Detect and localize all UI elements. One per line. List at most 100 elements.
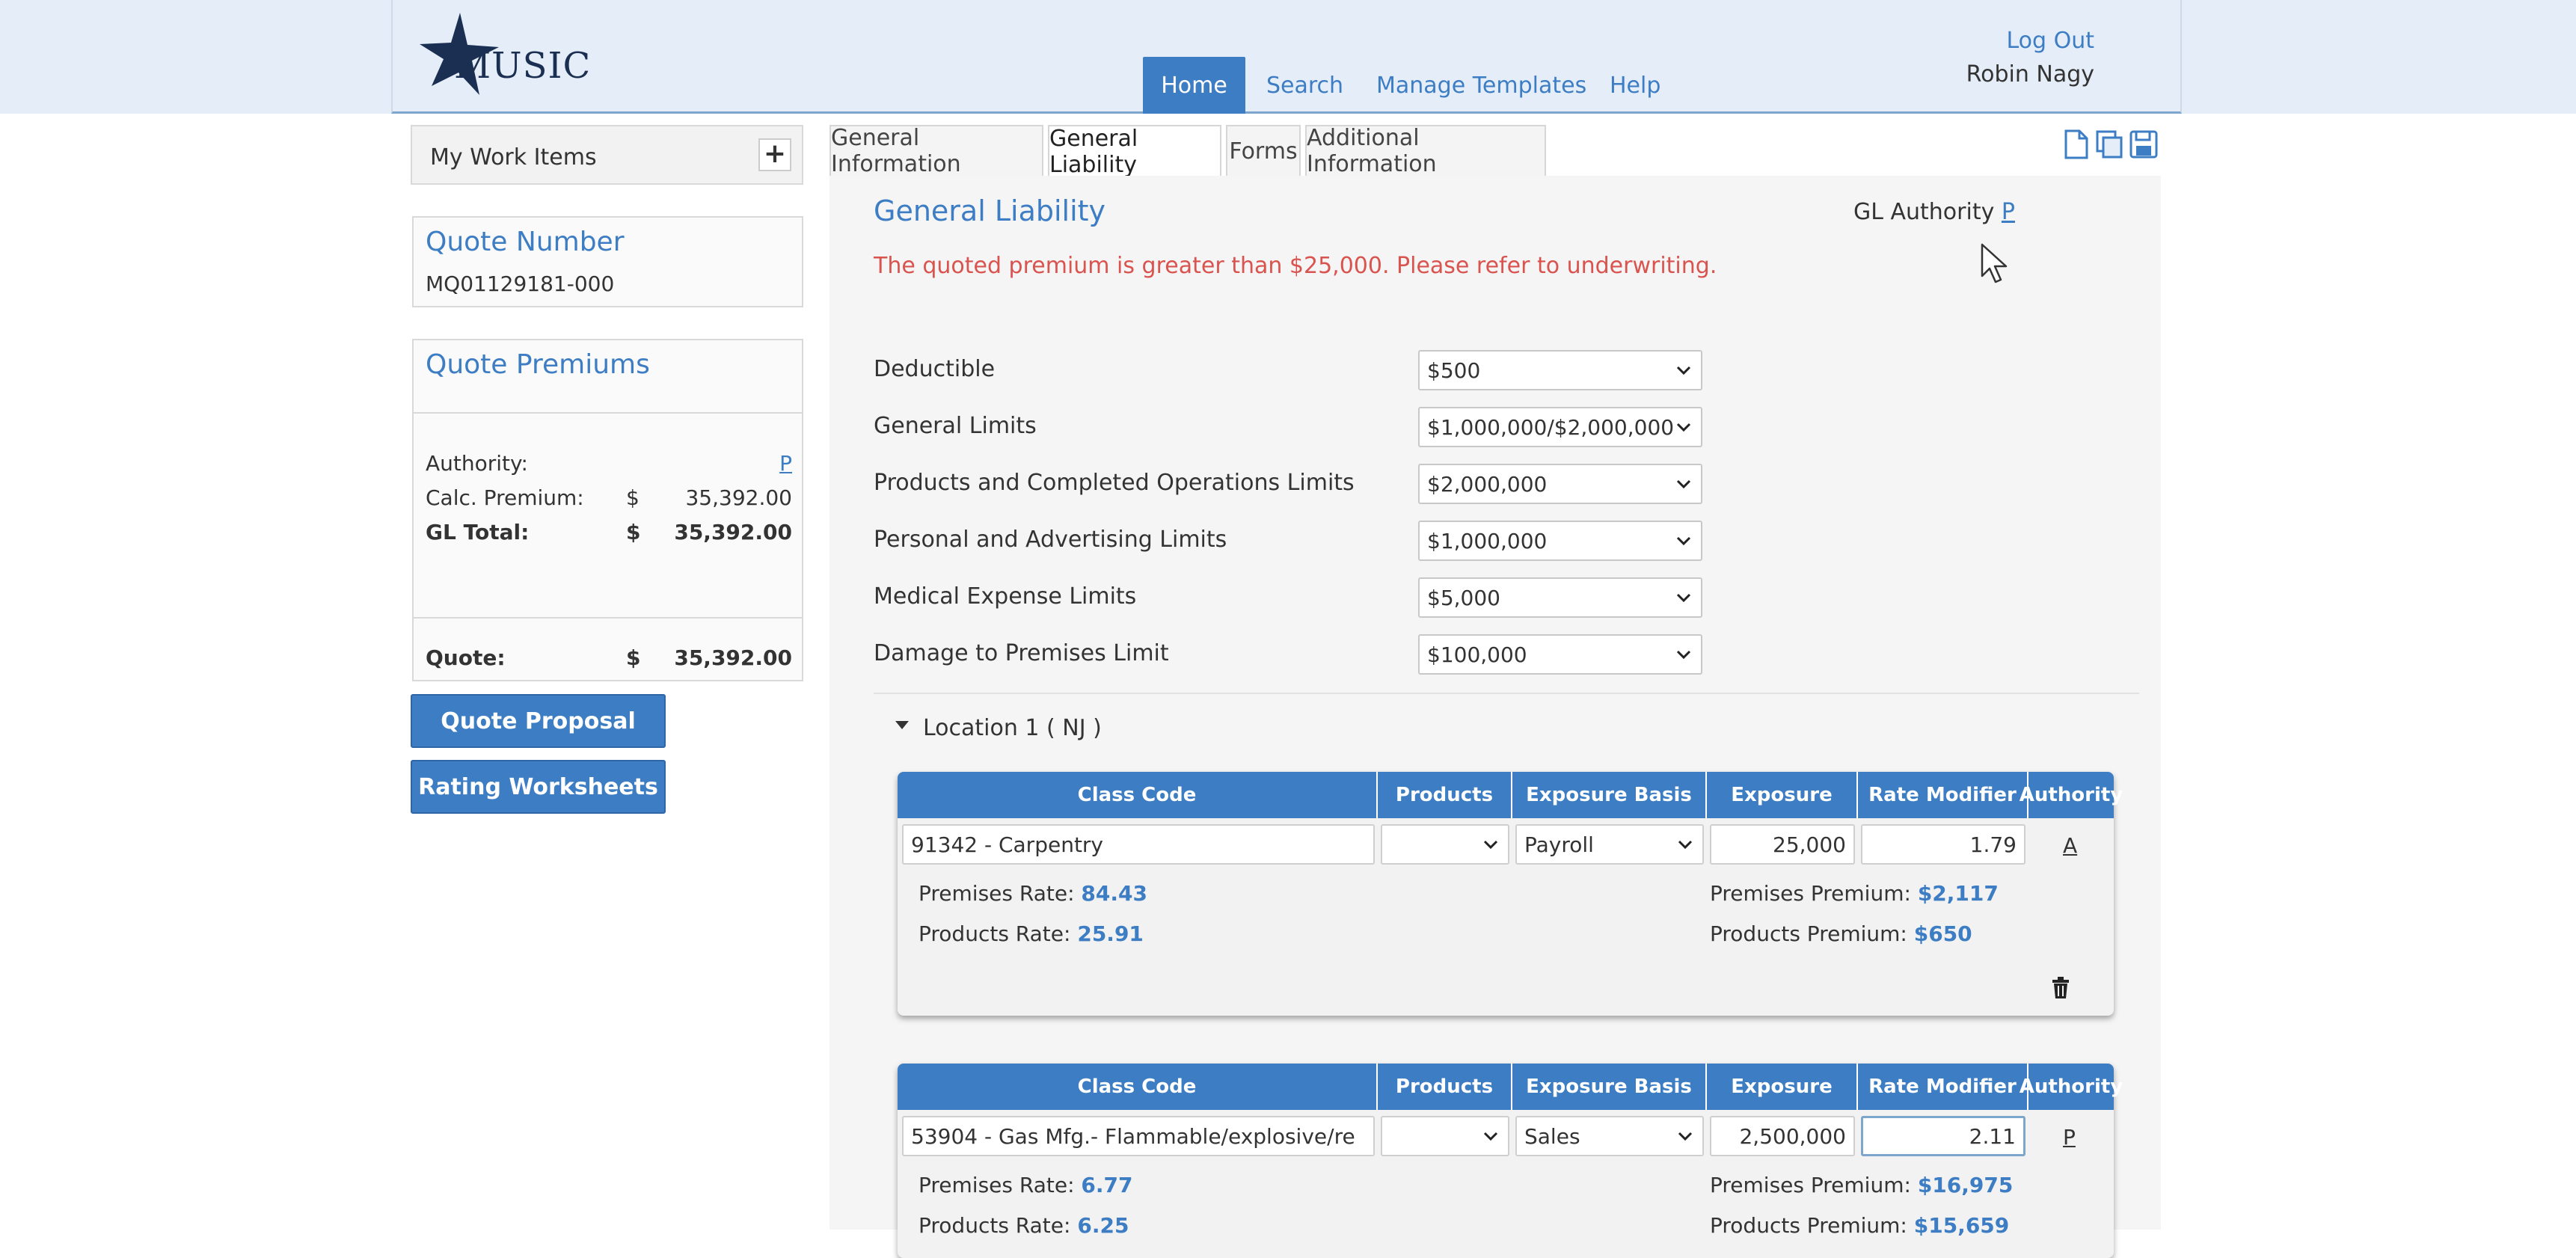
premises-rate-label: Premises Rate: <box>919 1173 1075 1197</box>
products-premium-label: Products Premium: <box>1710 921 1907 946</box>
gl-authority-link[interactable]: P <box>2001 199 2015 225</box>
nav-manage-templates[interactable]: Manage Templates <box>1376 72 1587 99</box>
calc-premium-value: 35,392.00 <box>685 485 792 510</box>
deductible-value: $500 <box>1427 358 1481 383</box>
tab-general-information[interactable]: General Information <box>829 125 1043 177</box>
nav-home[interactable]: Home <box>1143 57 1245 114</box>
premises-premium-value: $2,117 <box>1917 881 1999 906</box>
class-table-header: Class Code Products Exposure Basis Expos… <box>898 1064 2123 1110</box>
products-rate-value: 25.91 <box>1077 921 1144 946</box>
products-rate-value: 6.25 <box>1077 1213 1129 1238</box>
calc-premium-row: Calc. Premium: $ 35,392.00 <box>426 485 792 515</box>
currency-symbol: $ <box>626 520 641 544</box>
quote-total-row: Quote: $ 35,392.00 <box>426 645 792 675</box>
products-premium-value: $650 <box>1913 921 1972 946</box>
mouse-cursor-icon <box>1981 243 2008 283</box>
chevron-down-icon <box>1483 840 1498 850</box>
nav-help[interactable]: Help <box>1610 72 1661 99</box>
premises-rate-value: 84.43 <box>1081 881 1147 906</box>
col-exposure: Exposure <box>1707 1064 1858 1110</box>
chevron-down-icon <box>1483 1132 1498 1141</box>
logout-link[interactable]: Log Out <box>2006 28 2094 54</box>
col-products: Products <box>1378 1064 1512 1110</box>
medical-expense-label: Medical Expense Limits <box>874 583 1137 610</box>
my-work-items: My Work Items + <box>411 125 803 185</box>
save-icon[interactable] <box>2129 129 2159 160</box>
products-operations-value: $2,000,000 <box>1427 471 1548 497</box>
medical-expense-select[interactable]: $5,000 <box>1418 577 1702 618</box>
personal-advertising-value: $1,000,000 <box>1427 528 1548 553</box>
premises-premium: Premises Premium: $16,975 <box>1710 1173 2013 1197</box>
chevron-down-icon <box>1678 840 1693 850</box>
quote-number-box: Quote Number MQ01129181-000 <box>412 216 803 307</box>
personal-advertising-label: Personal and Advertising Limits <box>874 527 1227 553</box>
exposure-basis-value: Sales <box>1524 1123 1580 1149</box>
quote-proposal-button[interactable]: Quote Proposal <box>411 694 666 748</box>
chevron-down-icon <box>1676 423 1691 432</box>
trash-icon[interactable] <box>2051 977 2070 999</box>
divider <box>414 617 802 619</box>
exposure-basis-select[interactable]: Payroll <box>1515 824 1704 865</box>
divider <box>874 693 2139 694</box>
add-work-item-button[interactable]: + <box>758 138 791 171</box>
exposure-input[interactable]: 2,500,000 <box>1710 1116 1855 1156</box>
work-items-label: My Work Items <box>430 144 597 171</box>
page-title: General Liability <box>874 194 1106 227</box>
products-premium: Products Premium: $650 <box>1710 921 1972 946</box>
nav-search[interactable]: Search <box>1266 72 1344 99</box>
premium-warning: The quoted premium is greater than $25,0… <box>874 253 1717 279</box>
calc-premium-label: Calc. Premium: <box>426 485 584 510</box>
exposure-basis-value: Payroll <box>1524 832 1594 857</box>
quote-number-value: MQ01129181-000 <box>426 271 615 296</box>
authority-link[interactable]: P <box>2063 1125 2076 1150</box>
tab-additional-information[interactable]: Additional Information <box>1305 125 1546 177</box>
col-class-code: Class Code <box>898 1064 1378 1110</box>
class-card: Class Code Products Exposure Basis Expos… <box>898 772 2123 1016</box>
general-limits-label: General Limits <box>874 413 1037 439</box>
damage-premises-label: Damage to Premises Limit <box>874 640 1169 666</box>
logo-text: MUSIC <box>454 45 592 87</box>
col-exposure-basis: Exposure Basis <box>1512 1064 1707 1110</box>
class-table-header: Class Code Products Exposure Basis Expos… <box>898 772 2123 818</box>
new-document-icon[interactable] <box>2061 129 2091 160</box>
gl-total-value: 35,392.00 <box>674 520 792 544</box>
authority-label: Authority: <box>426 451 528 476</box>
general-limits-select[interactable]: $1,000,000/$2,000,000 <box>1418 407 1702 447</box>
tab-forms[interactable]: Forms <box>1226 125 1301 176</box>
personal-advertising-select[interactable]: $1,000,000 <box>1418 521 1702 561</box>
authority-link[interactable]: P <box>779 451 792 476</box>
chevron-down-icon <box>1676 366 1691 375</box>
divider <box>414 412 802 414</box>
class-card: Class Code Products Exposure Basis Expos… <box>898 1064 2123 1258</box>
class-code-input[interactable]: 91342 - Carpentry <box>902 824 1375 865</box>
gl-total-row: GL Total: $ 35,392.00 <box>426 520 792 550</box>
gl-total-label: GL Total: <box>426 520 530 544</box>
products-rate: Products Rate: 6.25 <box>919 1213 1129 1238</box>
products-rate-label: Products Rate: <box>919 1213 1071 1238</box>
col-class-code: Class Code <box>898 772 1378 818</box>
chevron-down-icon <box>1678 1132 1693 1141</box>
class-code-input[interactable]: 53904 - Gas Mfg.- Flammable/explosive/re <box>902 1116 1375 1156</box>
caret-down-icon[interactable] <box>894 717 910 733</box>
authority-link[interactable]: A <box>2063 833 2078 858</box>
location-toggle[interactable]: Location 1 ( NJ ) <box>923 715 1102 741</box>
products-operations-select[interactable]: $2,000,000 <box>1418 464 1702 504</box>
premises-rate: Premises Rate: 6.77 <box>919 1173 1133 1197</box>
tab-general-liability[interactable]: General Liability <box>1048 125 1221 178</box>
deductible-select[interactable]: $500 <box>1418 350 1702 390</box>
damage-premises-select[interactable]: $100,000 <box>1418 634 1702 675</box>
chevron-down-icon <box>1676 536 1691 546</box>
quote-total-label: Quote: <box>426 645 506 670</box>
currency-symbol: $ <box>626 645 641 670</box>
rate-modifier-input[interactable]: 2.11 <box>1861 1116 2025 1156</box>
exposure-basis-select[interactable]: Sales <box>1515 1116 1704 1156</box>
rating-worksheets-button[interactable]: Rating Worksheets <box>411 760 666 814</box>
exposure-input[interactable]: 25,000 <box>1710 824 1855 865</box>
products-select[interactable] <box>1381 824 1509 865</box>
products-premium-label: Products Premium: <box>1710 1213 1907 1238</box>
copy-icon[interactable] <box>2094 129 2124 160</box>
rate-modifier-input[interactable]: 1.79 <box>1861 824 2025 865</box>
authority-row: Authority: P <box>426 451 792 481</box>
quote-premiums-box: Quote Premiums Authority: P Calc. Premiu… <box>412 339 803 681</box>
products-select[interactable] <box>1381 1116 1509 1156</box>
